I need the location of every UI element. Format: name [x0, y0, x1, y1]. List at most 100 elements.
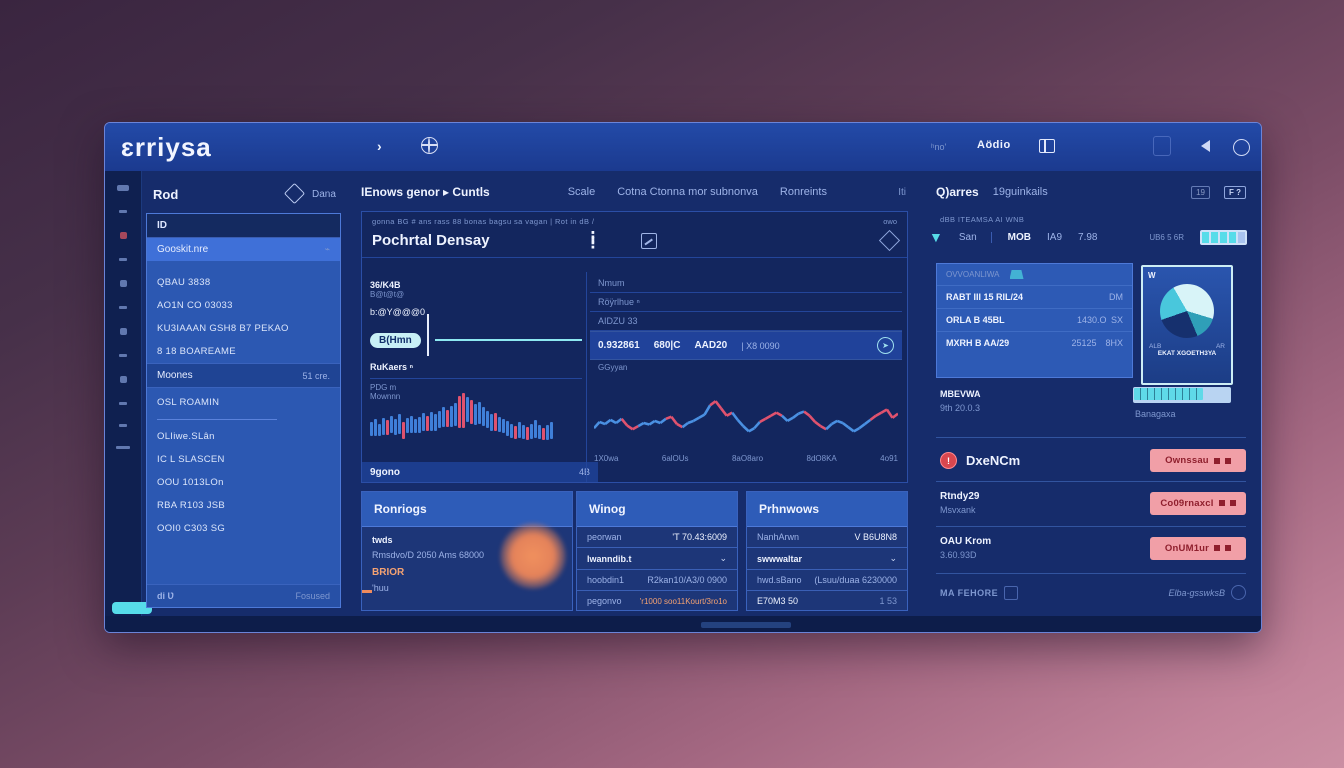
card-title[interactable]: Winog	[577, 492, 737, 527]
rail-icon[interactable]	[119, 280, 127, 287]
breadcrumb-chevron[interactable]: ›	[377, 138, 382, 154]
grid-icon[interactable]	[1039, 139, 1055, 153]
center-tab[interactable]: Scale	[567, 186, 596, 198]
notification-icon[interactable]	[1153, 136, 1171, 156]
shield-icon[interactable]	[283, 182, 306, 205]
right-tab-active[interactable]: MOB	[1007, 231, 1031, 243]
x-tick: 6alOUs	[661, 454, 689, 463]
rail-icon[interactable]	[119, 306, 127, 309]
kebab-menu-icon[interactable]: ⋮ ⋮	[585, 228, 601, 252]
flag-icon[interactable]	[1201, 140, 1210, 152]
quote-row[interactable]: 0.932861 680|C AAD20 | X8 0090 ➤	[590, 331, 902, 360]
sidebar-item[interactable]: 8 18 BOAREAME	[157, 346, 236, 357]
dropdown-row[interactable]: swwwaltar ⌄	[747, 548, 907, 570]
sidebar-item[interactable]: IC L SLASCEN	[157, 454, 225, 465]
watchlist-row[interactable]: ORLA B 45BL 1430.O SX	[937, 308, 1132, 331]
watchlist-row[interactable]: MXRH B AA/29 25125 8HX	[937, 331, 1132, 354]
section-label: Moones	[157, 370, 193, 381]
line-chart[interactable]	[594, 397, 898, 449]
rail-icon[interactable]	[119, 210, 127, 213]
selected-range-pill[interactable]: B(Hmn	[370, 332, 421, 348]
center-tab-more[interactable]: Iti	[898, 186, 906, 198]
card-corner-label: W	[1148, 271, 1156, 280]
action-sublabel: Msvxank	[940, 505, 976, 515]
sidebar-item[interactable]: OLIiwe.SLân	[157, 431, 215, 442]
x-tick: 8aO8aro	[731, 454, 764, 463]
right-tab[interactable]: IA9	[1047, 231, 1063, 243]
sidebar-footer-status: Fosused	[295, 591, 330, 601]
sidebar-section-row[interactable]: Moones 51 cre.	[147, 363, 340, 388]
sidebar-item[interactable]: OSL ROAMIN	[157, 397, 220, 408]
sidebar-search-input[interactable]: ID	[147, 214, 340, 238]
action-button[interactable]: Co09rnaxcl	[1150, 491, 1246, 515]
profile-icon[interactable]	[1233, 139, 1250, 156]
quote-value: 680|C	[653, 340, 681, 351]
rail-menu-icon[interactable]	[117, 185, 129, 191]
series-faint: PDG m	[370, 383, 397, 392]
card-title[interactable]: Ronriogs	[362, 492, 572, 527]
series-faint: GGyyan	[598, 363, 628, 372]
candlestick-chart[interactable]	[370, 390, 582, 448]
pie-foot: ALB	[1149, 343, 1162, 350]
right-tab[interactable]: San	[959, 231, 992, 243]
x-tick: 1X0wa	[594, 454, 619, 463]
action-button[interactable]: OnUM1ur	[1150, 536, 1246, 560]
row-value-accent: 'r1000 soo11Kourt/3ro1o	[639, 596, 727, 606]
right-panel-title[interactable]: Q)arres	[936, 185, 979, 199]
sidebar-panel: ID Gooskit.nre ⌁ QBAU 3838 AO1N CO 03033…	[146, 213, 341, 608]
center-tab[interactable]: Ronreints	[779, 186, 827, 198]
card-title[interactable]: Prhnwows	[747, 492, 907, 527]
x-tick: 8dO8KA	[806, 454, 837, 463]
filter-icon[interactable]	[1009, 270, 1024, 279]
sidebar-item-label: Gooskit.nre	[157, 244, 209, 255]
taskbar-hint	[701, 622, 791, 628]
sidebar-item[interactable]: QBAU 3838	[157, 277, 211, 288]
sidebar-item[interactable]: KU3IAAAN GSH8 B7 PEKAO	[157, 323, 289, 334]
sidebar-footer-icons[interactable]: di Ʋ	[157, 591, 174, 601]
center-tab-active[interactable]: IEnows genor ▸ Cuntls	[361, 185, 490, 199]
action-sublabel: 3.60.93D	[940, 550, 977, 560]
globe-icon[interactable]	[421, 137, 438, 154]
dropdown-row[interactable]: lwanndib.t ⌄	[577, 548, 737, 570]
rail-icon[interactable]	[119, 402, 127, 405]
rail-active-indicator	[112, 602, 152, 614]
instrument: RABT III 15 RIL/24	[946, 292, 1024, 302]
quote-value: AAD20	[694, 340, 728, 351]
rail-icon[interactable]	[119, 424, 127, 427]
rail-alert-icon[interactable]	[119, 232, 127, 239]
compare-icon[interactable]	[878, 229, 901, 252]
row-label: hwd.sBano	[757, 575, 802, 585]
sidebar-item[interactable]: RBA R103 JSB	[157, 500, 226, 511]
right-tab[interactable]: 7.98	[1078, 231, 1098, 243]
rail-icon[interactable]	[116, 446, 130, 449]
filter-toggle[interactable]: F ?	[1224, 185, 1246, 199]
sidebar-item[interactable]: OOU 1013LOn	[157, 477, 224, 488]
rail-icon[interactable]	[119, 258, 127, 261]
chart-type-icon[interactable]	[640, 232, 657, 249]
sidebar-badge: Dana	[312, 189, 336, 200]
sidebar-item[interactable]: AO1N CO 03033	[157, 300, 233, 311]
nav-item-audio[interactable]: Aödio	[977, 139, 1011, 151]
allocation-card[interactable]: W ALB AR EKAT XGOETH3YA	[1141, 265, 1233, 385]
metric-label: RuKaers ⁿ	[370, 362, 414, 372]
threshold-line	[434, 339, 582, 341]
section-value: 51 cre.	[302, 370, 330, 381]
rail-icon[interactable]	[119, 376, 127, 383]
right-panel-subtitle[interactable]: 19guinkails	[992, 186, 1048, 198]
watchlist-row[interactable]: RABT III 15 RIL/24 DM	[937, 285, 1132, 308]
rail-icon[interactable]	[119, 354, 127, 357]
send-icon[interactable]: ➤	[877, 337, 894, 354]
nav-item-small[interactable]: ʰno'	[931, 142, 947, 152]
sidebar-item[interactable]: OOI0 C303 SG	[157, 523, 226, 534]
action-button[interactable]: Ownssau	[1150, 449, 1246, 472]
funnel-icon[interactable]: ▼	[929, 229, 943, 245]
sidebar-item-selected[interactable]: Gooskit.nre ⌁	[147, 238, 340, 261]
level-slider[interactable]	[1133, 387, 1231, 403]
price: 1430.O	[1076, 315, 1107, 325]
field-row[interactable]: Röÿrlhue ⁿ	[590, 293, 902, 312]
field-row[interactable]: AIDZU 33	[590, 312, 902, 331]
rail-icon[interactable]	[119, 328, 127, 335]
divider	[157, 419, 277, 420]
field-row[interactable]: Nmum	[590, 274, 902, 293]
center-tab[interactable]: Cotna Ctonna mor subnonva	[617, 186, 758, 198]
